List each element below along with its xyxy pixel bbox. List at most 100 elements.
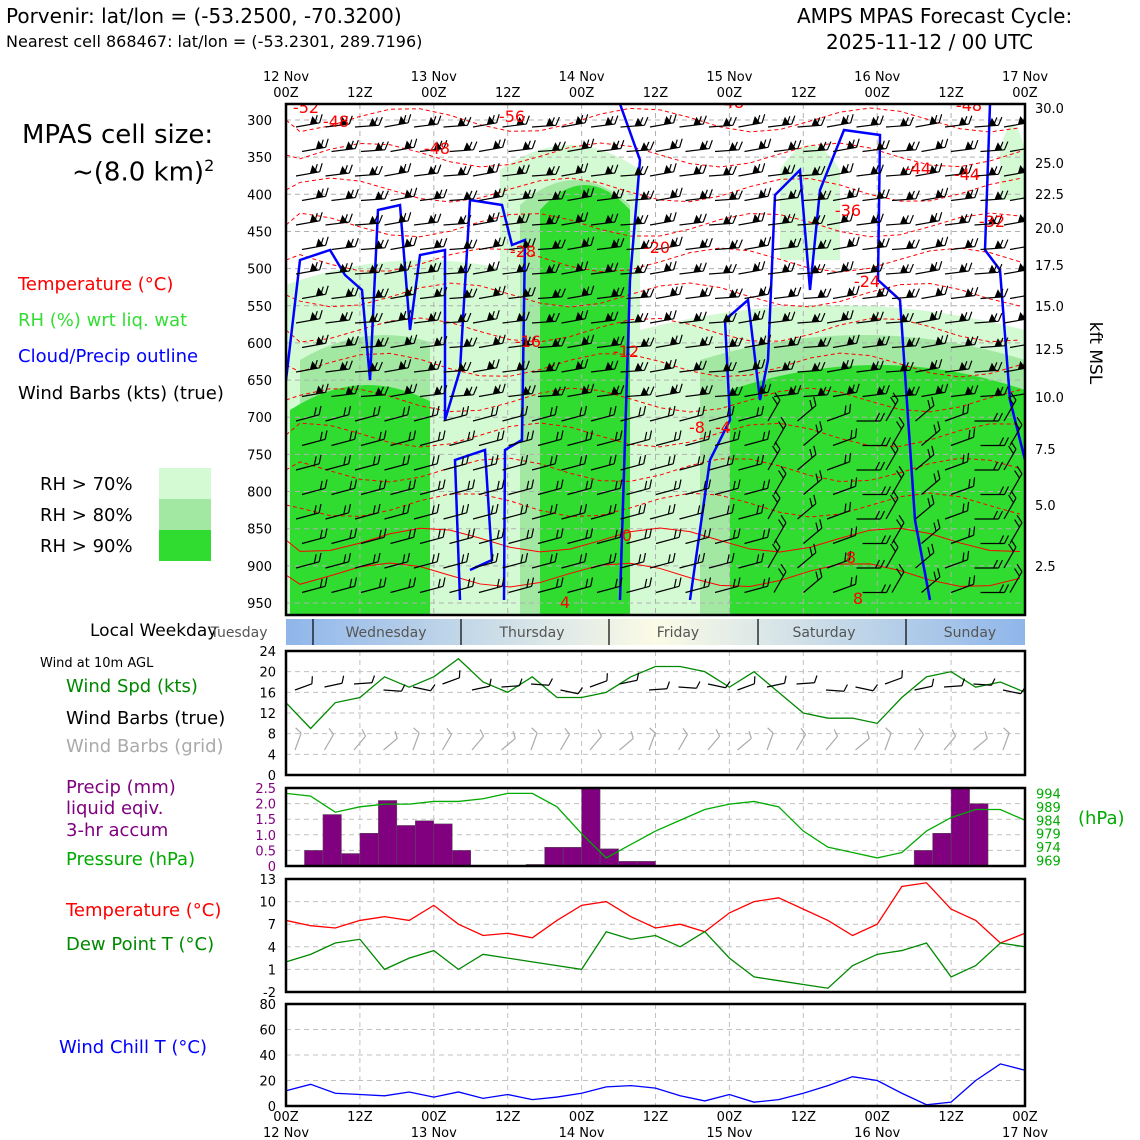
barb-staff — [384, 220, 409, 226]
barb-feather — [466, 503, 470, 513]
barb-pennant — [575, 115, 584, 125]
surface-wind-barb — [825, 684, 848, 692]
wind-barb — [862, 486, 892, 496]
barb-feather — [584, 405, 588, 415]
barb-staff — [626, 296, 651, 300]
wind-barb — [773, 514, 787, 544]
barb-feather — [879, 412, 886, 422]
barb-feather — [489, 678, 492, 687]
barb-staff — [384, 122, 409, 128]
barb-feather — [343, 407, 347, 417]
wind-barb — [826, 403, 852, 422]
barb-feather — [672, 552, 676, 562]
barb-feather — [466, 312, 472, 322]
altitude-tick-label: 22.5 — [1035, 188, 1064, 203]
pressure-tick-label: 984 — [1036, 814, 1061, 829]
barb-staff — [502, 561, 526, 569]
barb-staff — [301, 438, 326, 447]
barb-staff — [412, 686, 431, 692]
wind-barb — [679, 503, 706, 520]
barb-staff — [530, 683, 549, 686]
wind-barb — [826, 114, 854, 128]
barb-pennant — [870, 165, 879, 175]
barb-staff — [502, 368, 527, 373]
barb-pennant — [427, 214, 436, 224]
barb-feather — [584, 261, 589, 271]
barb-staff — [567, 146, 592, 153]
barb-staff — [384, 318, 409, 324]
barb-feather — [997, 165, 1003, 175]
barb-feather — [372, 505, 376, 515]
barb-staff — [915, 220, 940, 226]
forecast-cycle-date: 2025-11-12 / 00 UTC — [826, 30, 1034, 54]
temperature-axis-tick-label: 1 — [268, 963, 276, 978]
barb-feather — [850, 479, 853, 489]
pressure-tick-label: 750 — [247, 448, 272, 463]
barb-feather — [501, 577, 505, 587]
wind-barb — [295, 359, 323, 373]
barb-feather — [377, 552, 381, 562]
barb-pennant — [463, 289, 472, 298]
barb-feather — [1003, 727, 1010, 734]
barb-feather — [703, 480, 707, 490]
barb-staff — [360, 585, 385, 594]
barb-pennant — [604, 214, 613, 224]
barb-feather — [673, 431, 677, 441]
barb-staff — [773, 392, 798, 398]
precip-bar — [359, 832, 379, 867]
barb-pennant — [339, 165, 348, 175]
barb-staff — [626, 149, 651, 153]
barb-feather — [951, 729, 957, 737]
barb-feather — [324, 430, 328, 440]
barb-pennant — [309, 311, 318, 321]
barb-feather — [644, 431, 648, 441]
wind-barb — [413, 164, 442, 177]
precip-bar — [322, 814, 342, 867]
wind-barb — [295, 163, 323, 177]
barb-staff — [679, 123, 704, 128]
wind-barb — [714, 190, 743, 202]
barb-feather — [1010, 490, 1017, 499]
barb-staff — [714, 198, 739, 202]
wind-barb — [826, 261, 854, 275]
wind-barb — [360, 190, 389, 202]
barb-pennant — [846, 140, 855, 150]
wind-barb — [390, 138, 418, 153]
barb-feather — [638, 407, 642, 417]
barb-feather — [854, 575, 858, 585]
cell-size-label: MPAS cell size: — [22, 120, 214, 150]
barb-feather — [348, 115, 353, 125]
barb-feather — [554, 405, 558, 415]
barb-feather — [407, 552, 411, 562]
barb-pennant — [728, 338, 737, 347]
barb-pennant — [634, 264, 643, 274]
barb-feather — [791, 311, 796, 321]
barb-feather — [813, 445, 817, 455]
barb-feather — [826, 288, 832, 298]
barb-feather — [402, 456, 406, 466]
wind-barb — [531, 263, 560, 275]
barb-feather — [555, 312, 560, 322]
barb-feather — [349, 431, 353, 441]
bottom-date-label: 14 Nov — [559, 1126, 605, 1140]
barb-staff — [738, 318, 763, 324]
temperature-contour-label: -56 — [499, 107, 525, 126]
wind-barb — [478, 138, 506, 153]
barb-feather — [472, 479, 476, 489]
barb-feather — [561, 190, 566, 200]
barb-staff — [915, 405, 935, 422]
barb-feather — [1027, 140, 1032, 149]
barb-feather — [974, 139, 979, 149]
wind-barb — [797, 312, 826, 324]
wind-barb — [708, 214, 737, 226]
wind-axis-tick-label: 20 — [259, 666, 276, 681]
barb-staff — [383, 689, 402, 692]
wind-barb — [478, 528, 505, 545]
barb-pennant — [693, 263, 702, 273]
barb-feather — [738, 337, 743, 347]
barb-staff — [685, 585, 709, 594]
surface-wind-barb — [294, 676, 313, 691]
wind-barb — [655, 577, 682, 594]
wind-barb — [626, 386, 655, 398]
